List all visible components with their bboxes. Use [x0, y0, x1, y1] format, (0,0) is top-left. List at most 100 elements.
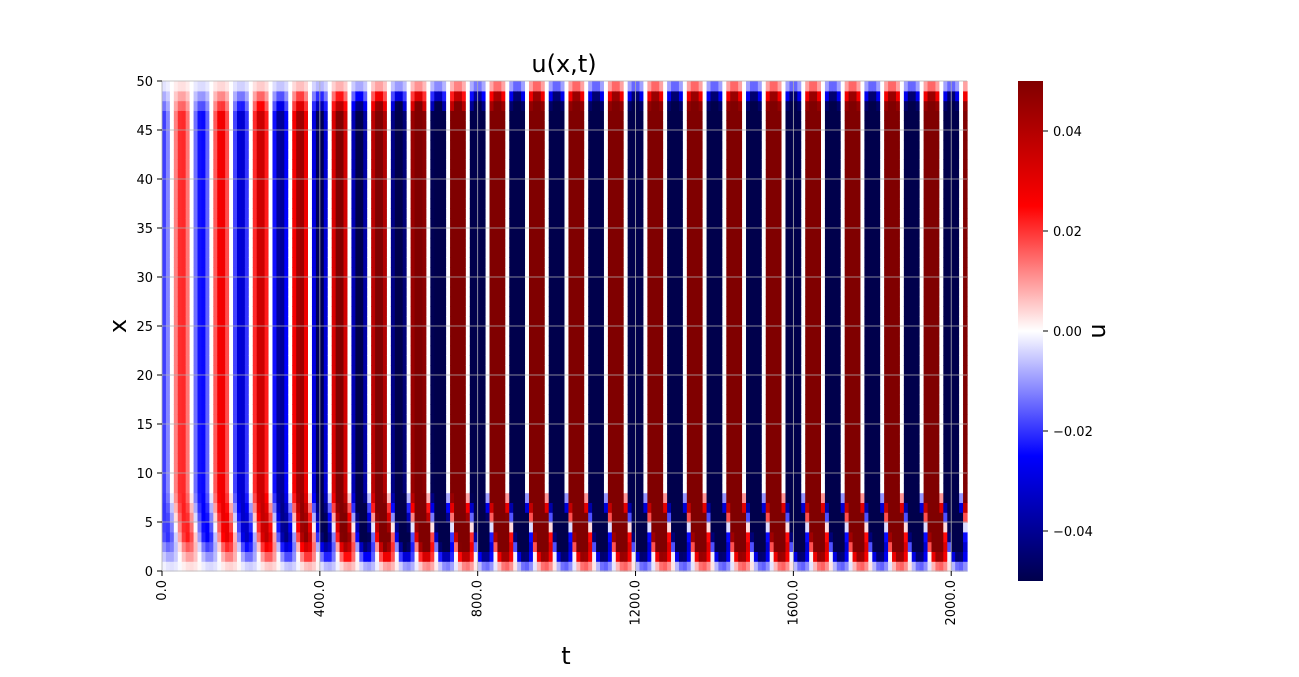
heatmap-cell — [371, 110, 376, 121]
heatmap-cell — [351, 492, 356, 503]
heatmap-cell — [477, 286, 483, 298]
heatmap-cell — [284, 453, 289, 464]
heatmap-cell — [311, 296, 317, 307]
heatmap-cell — [351, 414, 356, 425]
heatmap-cell — [410, 306, 416, 317]
heatmap-cell — [288, 394, 293, 405]
heatmap-cell — [264, 394, 270, 405]
heatmap-cell — [300, 139, 305, 151]
heatmap-cell — [193, 286, 199, 298]
heatmap-cell — [272, 247, 278, 258]
heatmap-cell — [221, 433, 226, 445]
heatmap-cell — [284, 81, 289, 92]
heatmap-cell — [173, 365, 179, 376]
heatmap-cell — [501, 120, 506, 131]
heatmap-cell — [244, 237, 250, 249]
heatmap-cell — [450, 237, 455, 249]
heatmap-cell — [229, 100, 234, 111]
heatmap-cell — [165, 531, 171, 543]
heatmap-cell — [315, 512, 321, 523]
heatmap-cell — [280, 345, 285, 356]
heatmap-cell — [229, 375, 234, 386]
heatmap-cell — [162, 433, 167, 445]
heatmap-cell — [434, 375, 439, 386]
heatmap-cell — [236, 355, 242, 366]
heatmap-cell — [300, 169, 305, 180]
heatmap-cell — [379, 443, 384, 454]
heatmap-cell — [347, 130, 353, 141]
heatmap-cell — [430, 81, 435, 92]
heatmap-cell — [375, 208, 380, 219]
heatmap-cell — [552, 512, 558, 523]
heatmap-cell — [233, 355, 238, 366]
heatmap-cell — [327, 247, 333, 258]
heatmap-cell — [252, 208, 258, 219]
heatmap-cell — [181, 267, 187, 278]
heatmap-cell — [197, 473, 203, 484]
heatmap-cell — [536, 296, 542, 307]
heatmap-cell — [481, 522, 487, 533]
heatmap-cell — [477, 120, 483, 131]
heatmap-cell — [304, 306, 309, 317]
heatmap-cell — [485, 473, 491, 484]
heatmap-cell — [229, 277, 234, 288]
heatmap-cell — [363, 531, 368, 543]
heatmap-cell — [442, 375, 447, 386]
heatmap-cell — [252, 482, 258, 494]
heatmap-cell — [300, 482, 305, 494]
heatmap-cell — [454, 237, 459, 249]
heatmap-cell — [371, 81, 376, 92]
heatmap-cell — [339, 139, 345, 151]
heatmap-cell — [280, 218, 285, 229]
heatmap-cell — [465, 375, 471, 386]
heatmap-cell — [355, 404, 360, 415]
heatmap-cell — [402, 257, 408, 268]
heatmap-cell — [252, 247, 258, 258]
heatmap-cell — [244, 424, 250, 435]
heatmap-cell — [355, 365, 360, 376]
heatmap-cell — [497, 424, 502, 435]
heatmap-cell — [375, 355, 380, 366]
heatmap-cell — [221, 149, 226, 160]
heatmap-cell — [213, 110, 218, 121]
heatmap-cell — [323, 355, 329, 366]
heatmap-cell — [386, 502, 392, 513]
heatmap-cell — [288, 326, 293, 337]
heatmap-cell — [323, 286, 329, 298]
heatmap-cell — [398, 384, 404, 396]
heatmap-cell — [209, 159, 214, 170]
heatmap-cell — [544, 522, 550, 533]
heatmap-cell — [410, 228, 416, 239]
heatmap-cell — [189, 81, 195, 92]
heatmap-cell — [505, 306, 510, 317]
heatmap-cell — [501, 208, 506, 219]
heatmap-cell — [323, 394, 329, 405]
heatmap-cell — [481, 355, 487, 366]
heatmap-cell — [177, 218, 183, 229]
heatmap-cell — [197, 404, 203, 415]
heatmap-cell — [469, 414, 475, 425]
heatmap-cell — [173, 100, 179, 111]
heatmap-cell — [536, 492, 542, 503]
heatmap-cell — [268, 149, 274, 160]
heatmap-cell — [236, 130, 242, 141]
heatmap-cell — [493, 130, 499, 141]
heatmap-cell — [418, 463, 424, 474]
heatmap-cell — [430, 404, 435, 415]
heatmap-cell — [446, 335, 451, 347]
heatmap-cell — [347, 414, 353, 425]
heatmap-cell — [339, 247, 345, 258]
heatmap-cell — [252, 100, 258, 111]
heatmap-cell — [410, 218, 416, 229]
heatmap-cell — [402, 179, 408, 190]
heatmap-cell — [540, 355, 546, 366]
heatmap-cell — [430, 139, 435, 151]
heatmap-cell — [268, 100, 274, 111]
heatmap-cell — [426, 463, 431, 474]
heatmap-cell — [169, 316, 175, 327]
heatmap-cell — [162, 365, 167, 376]
heatmap-cell — [454, 541, 459, 552]
heatmap-cell — [201, 355, 207, 366]
heatmap-cell — [382, 277, 388, 288]
heatmap-cell — [311, 228, 317, 239]
